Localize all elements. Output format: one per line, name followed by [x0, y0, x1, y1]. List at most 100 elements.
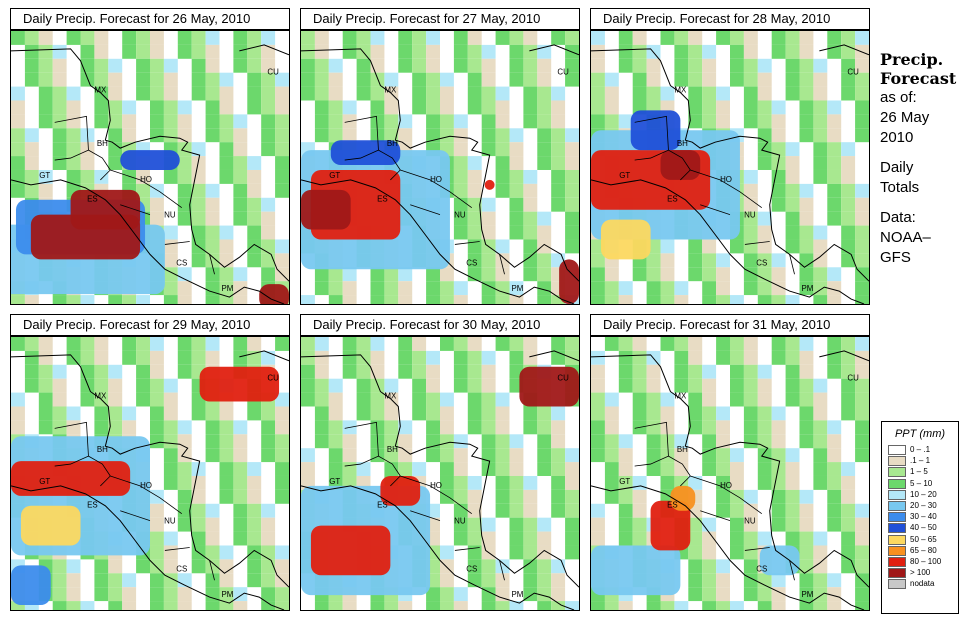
precip-map: MX BH GT HO ES NU CS PM CU [300, 30, 580, 305]
map-label: MX [94, 86, 107, 95]
precip-map: MX BH GT HO ES NU CS PM CU [10, 336, 290, 611]
legend-label: 10 – 20 [910, 489, 937, 499]
legend-item: 80 – 100 [888, 556, 958, 567]
legend-item: 1 – 5 [888, 466, 958, 478]
map-label: PM [221, 590, 233, 599]
map-label: ES [377, 501, 388, 510]
map-label: HO [140, 175, 152, 184]
legend-label: 80 – 100 [910, 556, 942, 566]
info-line: GFS [880, 249, 911, 266]
map-label: GT [329, 171, 340, 180]
panel-title: Daily Precip. Forecast for 27 May, 2010 [300, 8, 580, 30]
map-label: PM [801, 284, 813, 293]
legend-label: > 100 [910, 568, 931, 578]
forecast-info: Precip. Forecast as of: 26 May 2010 Dail… [880, 50, 965, 268]
map-label: GT [619, 477, 630, 486]
map-label: GT [39, 477, 50, 486]
precip-map: MX BH GT HO ES NU CS PM CU [300, 336, 580, 611]
map-label: GT [619, 171, 630, 180]
map-label: HO [430, 481, 442, 490]
map-label: BH [97, 139, 108, 148]
map-label: CU [557, 374, 569, 383]
map-label: CS [466, 564, 477, 573]
legend-item: 10 – 20 [888, 489, 958, 500]
legend-swatch [888, 467, 906, 478]
info-line: Data: [880, 209, 916, 226]
map-label: CS [756, 258, 767, 267]
legend-label: nodata [910, 579, 935, 589]
legend-item: 40 – 50 [888, 522, 958, 534]
map-label: MX [674, 392, 687, 401]
legend-label: 65 – 80 [910, 545, 937, 555]
legend-item: nodata [888, 578, 958, 590]
map-label: NU [164, 211, 176, 220]
map-label: NU [744, 517, 756, 526]
legend-label: 0 – .1 [910, 445, 931, 454]
legend-title: PPT (mm) [894, 428, 946, 440]
map-label: ES [87, 501, 98, 510]
legend-item: 50 – 65 [888, 534, 958, 545]
map-label: NU [744, 211, 756, 220]
map-label: PM [221, 284, 233, 293]
legend-label: 40 – 50 [910, 523, 937, 533]
map-label: CU [847, 68, 859, 77]
info-line: 26 May [880, 109, 930, 126]
map-label: CS [176, 258, 187, 267]
legend-swatch [888, 545, 906, 556]
map-label: ES [667, 501, 678, 510]
info-line: Daily [880, 159, 914, 176]
legend-item: 0 – .1 [888, 444, 958, 455]
panel-title: Daily Precip. Forecast for 28 May, 2010 [590, 8, 870, 30]
legend-item: 65 – 80 [888, 545, 958, 556]
map-label: BH [387, 445, 398, 454]
map-label: PM [511, 284, 523, 293]
map-label: CS [176, 564, 187, 573]
legend-item: 20 – 30 [888, 500, 958, 511]
map-label: PM [801, 590, 813, 599]
legend-label: 20 – 30 [910, 500, 937, 510]
map-label: CS [756, 564, 767, 573]
legend-swatch [888, 568, 906, 579]
map-label: BH [677, 139, 688, 148]
legend-swatch [888, 500, 906, 511]
panel-title: Daily Precip. Forecast for 26 May, 2010 [10, 8, 290, 30]
legend-swatch [888, 523, 906, 534]
info-gap [880, 148, 965, 158]
legend-label: 30 – 40 [910, 512, 937, 522]
legend-swatch [888, 579, 906, 590]
legend-label: .1 – 1 [910, 456, 931, 466]
map-label: BH [387, 139, 398, 148]
legend-item: 5 – 10 [888, 478, 958, 489]
legend-swatch [888, 556, 906, 567]
legend-swatch [888, 534, 906, 545]
legend-swatch [888, 478, 906, 489]
legend-swatch [888, 456, 906, 467]
map-label: NU [454, 211, 466, 220]
panel-title: Daily Precip. Forecast for 29 May, 2010 [10, 314, 290, 336]
map-label: NU [164, 517, 176, 526]
info-line: Totals [880, 179, 920, 196]
legend-swatch [888, 445, 906, 455]
map-label: HO [720, 175, 732, 184]
legend-item: 30 – 40 [888, 511, 958, 523]
legend-label: 50 – 65 [910, 534, 937, 544]
map-label: BH [677, 445, 688, 454]
info-gap [880, 198, 965, 208]
panel-title: Daily Precip. Forecast for 30 May, 2010 [300, 314, 580, 336]
info-line: NOAA– [880, 229, 931, 246]
map-label: MX [94, 392, 107, 401]
map-label: HO [720, 481, 732, 490]
precip-map: MX BH GT HO ES NU CS PM CU [10, 30, 290, 305]
map-label: MX [384, 392, 397, 401]
map-label: CS [466, 258, 477, 267]
map-label: BH [97, 445, 108, 454]
map-label: CU [557, 68, 569, 77]
info-heading-2: Forecast [880, 69, 957, 88]
legend-item: > 100 [888, 567, 958, 579]
precip-map: MX BH GT HO ES NU CS PM CU [590, 336, 870, 611]
map-label: ES [667, 195, 678, 204]
legend-swatch [888, 512, 906, 523]
map-label: CU [847, 374, 859, 383]
map-label: ES [87, 195, 98, 204]
